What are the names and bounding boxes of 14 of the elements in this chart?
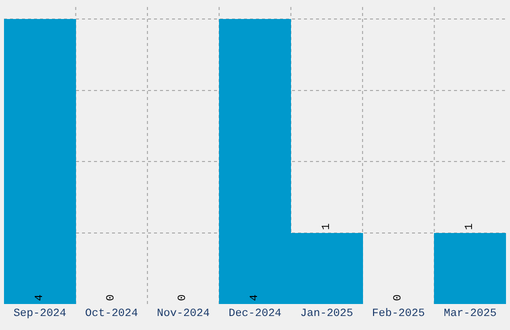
x-tick-label: Sep-2024 <box>13 308 67 320</box>
data-label: 4 <box>34 294 46 301</box>
x-tick-label: Feb-2025 <box>372 308 425 320</box>
x-tick-label: Dec-2024 <box>228 308 282 320</box>
data-label: 0 <box>106 294 118 301</box>
data-label: 1 <box>464 223 476 230</box>
data-label: 0 <box>392 294 404 301</box>
x-tick-label: Mar-2025 <box>444 308 497 320</box>
data-label: 4 <box>249 294 261 301</box>
x-tick-label: Nov-2024 <box>156 308 210 320</box>
x-tick-label: Oct-2024 <box>85 308 138 320</box>
data-label: 1 <box>321 223 333 230</box>
x-tick-label: Jan-2025 <box>300 308 354 320</box>
data-label: 0 <box>177 294 189 301</box>
